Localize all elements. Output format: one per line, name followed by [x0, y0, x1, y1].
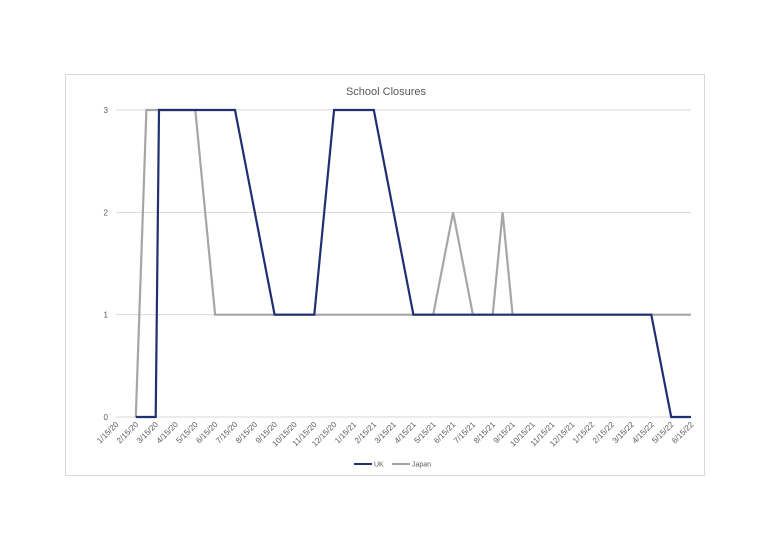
y-tick-label: 3 — [104, 106, 109, 115]
series-line-uk — [135, 108, 691, 419]
x-axis-ticks: 1/15/202/15/203/15/204/15/205/15/206/15/… — [95, 420, 696, 449]
y-tick-label: 1 — [104, 311, 109, 320]
series-lines — [134, 108, 691, 419]
legend: UK Japan — [354, 462, 431, 469]
x-tick-label: 6/15/22 — [670, 420, 696, 446]
y-tick-label: 0 — [104, 413, 109, 422]
y-axis-ticks: 0 1 2 3 — [104, 106, 109, 422]
legend-label-uk: UK — [374, 462, 384, 469]
chart-frame: School Closures 0 1 2 3 1/15/20 2/15/20 3/15/… — [65, 74, 705, 476]
series-line-japan — [134, 108, 691, 418]
school-closures-chart: School Closures 0 1 2 3 1/15/202/15/203/15/… — [95, 86, 696, 469]
legend-label-japan: Japan — [412, 462, 431, 469]
chart-title: School Closures — [346, 86, 427, 98]
y-tick-label: 2 — [104, 208, 109, 217]
